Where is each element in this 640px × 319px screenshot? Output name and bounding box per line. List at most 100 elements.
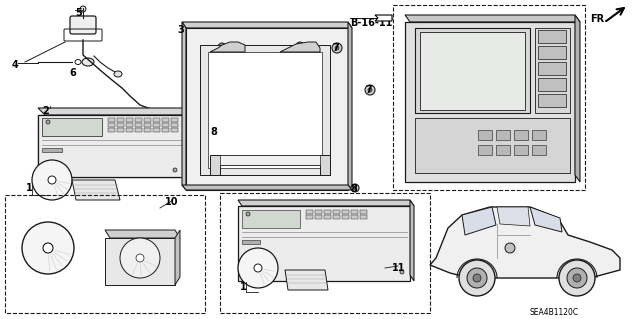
Text: 3: 3 bbox=[177, 25, 184, 35]
Bar bbox=[306, 215, 313, 219]
Circle shape bbox=[505, 243, 515, 253]
Text: 2: 2 bbox=[42, 106, 49, 116]
Bar bbox=[153, 123, 160, 127]
Text: FR.: FR. bbox=[590, 14, 608, 24]
Bar bbox=[186, 28, 348, 190]
Circle shape bbox=[254, 264, 262, 272]
Polygon shape bbox=[72, 180, 120, 200]
Bar bbox=[351, 215, 358, 219]
Text: 11: 11 bbox=[392, 263, 406, 273]
Text: 1: 1 bbox=[240, 282, 247, 292]
Bar bbox=[496, 145, 510, 155]
Polygon shape bbox=[375, 15, 392, 21]
Bar bbox=[108, 128, 115, 132]
Bar bbox=[238, 206, 410, 281]
Bar bbox=[153, 118, 160, 122]
Bar bbox=[496, 130, 510, 140]
Circle shape bbox=[80, 6, 86, 12]
Bar bbox=[405, 22, 575, 182]
Bar bbox=[333, 215, 340, 219]
Bar bbox=[220, 155, 320, 165]
Bar bbox=[538, 46, 566, 59]
Bar bbox=[538, 30, 566, 43]
Bar bbox=[144, 118, 151, 122]
Circle shape bbox=[173, 168, 177, 172]
Circle shape bbox=[32, 160, 72, 200]
Bar bbox=[171, 118, 178, 122]
Bar bbox=[532, 130, 546, 140]
Bar bbox=[108, 123, 115, 127]
Circle shape bbox=[473, 274, 481, 282]
Bar bbox=[315, 215, 322, 219]
Ellipse shape bbox=[82, 58, 94, 66]
Bar bbox=[478, 145, 492, 155]
Polygon shape bbox=[105, 238, 175, 285]
Text: 8: 8 bbox=[210, 127, 217, 137]
Bar bbox=[242, 210, 300, 228]
Bar bbox=[532, 145, 546, 155]
Text: 8: 8 bbox=[350, 184, 357, 194]
Text: 7: 7 bbox=[365, 85, 372, 95]
Circle shape bbox=[216, 130, 220, 133]
Bar bbox=[135, 118, 142, 122]
Text: 1: 1 bbox=[26, 183, 33, 193]
Text: 6: 6 bbox=[69, 68, 76, 78]
Bar bbox=[38, 115, 185, 177]
Circle shape bbox=[459, 135, 465, 141]
Polygon shape bbox=[210, 155, 330, 175]
Circle shape bbox=[459, 260, 495, 296]
Bar bbox=[126, 128, 133, 132]
Bar bbox=[117, 118, 124, 122]
Bar bbox=[538, 62, 566, 75]
Polygon shape bbox=[210, 42, 245, 52]
Polygon shape bbox=[348, 22, 352, 190]
Polygon shape bbox=[285, 270, 328, 290]
Text: 7: 7 bbox=[332, 43, 339, 53]
Polygon shape bbox=[238, 200, 414, 206]
Bar bbox=[117, 123, 124, 127]
Circle shape bbox=[353, 187, 356, 189]
Bar bbox=[200, 45, 330, 175]
Circle shape bbox=[46, 120, 50, 124]
Bar bbox=[393, 5, 585, 190]
Polygon shape bbox=[185, 108, 190, 177]
Circle shape bbox=[332, 43, 342, 53]
Bar bbox=[415, 118, 570, 173]
Circle shape bbox=[400, 270, 404, 274]
Bar bbox=[162, 118, 169, 122]
Bar bbox=[220, 193, 430, 313]
Bar bbox=[333, 210, 340, 214]
Circle shape bbox=[573, 274, 581, 282]
Bar bbox=[5, 195, 205, 313]
Text: 5: 5 bbox=[75, 8, 82, 18]
Polygon shape bbox=[430, 207, 620, 278]
Circle shape bbox=[48, 176, 56, 184]
Circle shape bbox=[214, 128, 222, 136]
Bar bbox=[144, 123, 151, 127]
Circle shape bbox=[351, 184, 359, 192]
Circle shape bbox=[567, 268, 587, 288]
Polygon shape bbox=[280, 42, 320, 52]
Polygon shape bbox=[410, 200, 414, 281]
Bar bbox=[171, 128, 178, 132]
Bar bbox=[360, 210, 367, 214]
Circle shape bbox=[368, 88, 372, 92]
Circle shape bbox=[136, 254, 144, 262]
Text: B-16-11: B-16-11 bbox=[350, 18, 392, 28]
Text: SEA4B1120C: SEA4B1120C bbox=[530, 308, 579, 317]
Bar bbox=[415, 28, 530, 113]
Bar bbox=[171, 123, 178, 127]
Bar bbox=[126, 123, 133, 127]
Circle shape bbox=[218, 43, 226, 51]
Bar bbox=[360, 215, 367, 219]
Circle shape bbox=[559, 260, 595, 296]
Bar bbox=[38, 115, 185, 177]
Bar bbox=[42, 148, 62, 152]
Bar bbox=[162, 123, 169, 127]
Ellipse shape bbox=[114, 71, 122, 77]
Bar bbox=[242, 240, 260, 244]
Polygon shape bbox=[405, 15, 580, 22]
Text: 4: 4 bbox=[12, 60, 19, 70]
Bar bbox=[514, 130, 528, 140]
Polygon shape bbox=[182, 22, 186, 190]
